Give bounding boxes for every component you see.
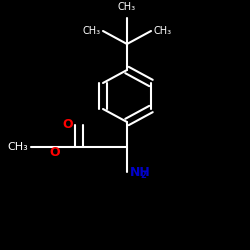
Text: CH₃: CH₃ (83, 26, 101, 36)
Text: CH₃: CH₃ (7, 142, 28, 152)
Text: 2: 2 (140, 170, 146, 179)
Text: O: O (63, 118, 73, 132)
Text: CH₃: CH₃ (153, 26, 171, 36)
Text: NH: NH (130, 166, 151, 178)
Text: CH₃: CH₃ (118, 2, 136, 12)
Text: O: O (50, 146, 60, 160)
